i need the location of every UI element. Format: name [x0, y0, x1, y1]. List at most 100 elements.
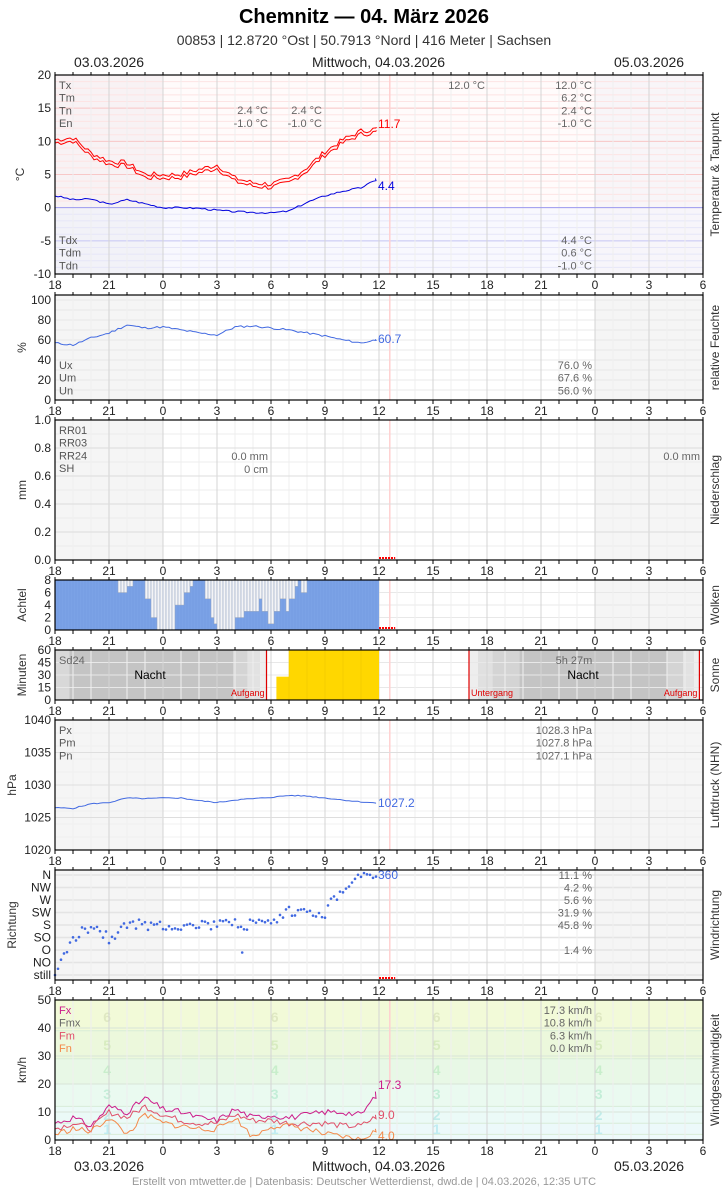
humidity-line	[54, 324, 377, 347]
date-right: 05.03.2026	[614, 54, 685, 70]
y-tick-label: -5	[40, 234, 51, 248]
x-tick-label: 18	[48, 704, 62, 718]
beaufort-label: 6	[103, 1009, 111, 1025]
x-tick-label: 6	[268, 984, 275, 998]
legend-label: RR24	[59, 450, 87, 462]
stat-value: 10.8 km/h	[544, 1018, 592, 1030]
x-tick-label: 3	[646, 278, 653, 292]
y-tick-label: 0.8	[34, 441, 51, 455]
date-bar-top: 03.03.2026 Mittwoch, 04.03.2026 05.03.20…	[0, 54, 728, 72]
y-tick-label: 10	[38, 134, 52, 148]
x-tick-label: 3	[646, 564, 653, 578]
x-tick-label: 21	[102, 854, 116, 868]
last-temp-label: 11.7	[378, 117, 401, 131]
x-tick-label: 15	[426, 1144, 440, 1158]
x-tick-label: 15	[426, 278, 440, 292]
x-tick-label: 0	[592, 634, 599, 648]
y-tick-label: 0.0	[34, 553, 51, 567]
x-tick-label: 6	[700, 634, 707, 648]
stat-value: 0.6 °C	[561, 248, 592, 260]
panel-side-label: Luftdruck (NHN)	[708, 742, 722, 829]
y-tick-label: still	[34, 968, 51, 982]
legend-label: Fm	[59, 1030, 75, 1042]
x-tick-label: 9	[322, 564, 329, 578]
x-tick-label: 0	[160, 564, 167, 578]
stat-value: -1.0 °C	[558, 260, 592, 272]
x-tick-label: 6	[268, 278, 275, 292]
y-tick-label: 1020	[24, 843, 51, 857]
x-tick-label: 15	[426, 404, 440, 418]
y-axis-unit: Minuten	[15, 654, 29, 697]
y-axis-unit: Richtung	[5, 901, 19, 948]
day2-tn: 2.4 °C	[291, 105, 322, 117]
x-tick-label: 18	[480, 404, 494, 418]
stat-value: 1028.3 hPa	[536, 725, 593, 737]
legend-label: RR01	[59, 425, 87, 437]
rr24-day: 0.0 mm	[231, 451, 268, 463]
footer-credits: Erstellt von mtwetter.de | Datenbasis: D…	[131, 1176, 597, 1188]
date-center: Mittwoch, 04.03.2026	[312, 54, 446, 70]
y-tick-label: W	[40, 893, 52, 907]
y-tick-label: 0.2	[34, 525, 51, 539]
x-tick-label: 6	[268, 564, 275, 578]
legend-label: Fx	[59, 1005, 72, 1017]
panel-side-label: Temperatur & Taupunkt	[708, 112, 722, 237]
direction-percent: 5.6 %	[564, 895, 592, 907]
legend-label: Um	[59, 373, 76, 385]
x-tick-label: 18	[480, 704, 494, 718]
x-tick-label: 0	[592, 278, 599, 292]
x-tick-label: 9	[322, 278, 329, 292]
night-label: Nacht	[567, 668, 599, 682]
x-tick-label: 12	[372, 634, 386, 648]
y-tick-label: 8	[44, 573, 51, 587]
y-tick-label: NW	[31, 881, 52, 895]
legend-label: Px	[59, 725, 72, 737]
x-tick-label: 18	[480, 564, 494, 578]
beaufort-label: 6	[595, 1009, 603, 1025]
x-tick-label: 18	[480, 854, 494, 868]
x-tick-label: 18	[48, 278, 62, 292]
sunshine-bar	[276, 676, 289, 700]
sunrise-label: Aufgang	[664, 688, 698, 698]
y-tick-label: 30	[38, 1049, 52, 1063]
legend-label: Pm	[59, 738, 76, 750]
stat-value: 12.0 °C	[555, 80, 592, 92]
x-tick-label: 9	[322, 1144, 329, 1158]
x-tick-label: 6	[268, 634, 275, 648]
x-tick-label: 12	[372, 278, 386, 292]
x-tick-label: 21	[102, 704, 116, 718]
legend-label: RR03	[59, 438, 87, 450]
date-left: 03.03.2026	[74, 54, 145, 70]
x-tick-label: 12	[372, 704, 386, 718]
legend-label: Tm	[59, 93, 75, 105]
y-tick-label: 4	[44, 598, 51, 612]
last-dew-label: 4.4	[378, 179, 395, 193]
y-tick-label: 5	[44, 168, 51, 182]
x-tick-label: 0	[160, 1144, 167, 1158]
beaufort-label: 5	[103, 1037, 111, 1053]
x-tick-label: 18	[48, 404, 62, 418]
y-tick-label: 6	[44, 586, 51, 600]
dewpoint-line	[54, 178, 377, 215]
beaufort-label: 2	[595, 1107, 603, 1123]
y-axis-unit: km/h	[15, 1057, 29, 1083]
x-tick-label: 21	[534, 278, 548, 292]
legend-label: Tdx	[59, 235, 78, 247]
legend-label: En	[59, 118, 72, 130]
temperature-line	[54, 127, 378, 187]
date-right-bottom: 05.03.2026	[614, 1158, 685, 1174]
x-tick-label: 6	[700, 564, 707, 578]
beaufort-label: 3	[271, 1086, 279, 1102]
wind-fm-line	[54, 1104, 377, 1133]
day2-en: -1.0 °C	[288, 118, 322, 130]
x-tick-label: 21	[534, 854, 548, 868]
rr24-right: 0.0 mm	[663, 451, 700, 463]
stat-value: 4.4 °C	[561, 235, 592, 247]
x-tick-label: 6	[700, 1144, 707, 1158]
page-title: Chemnitz — 04. März 2026	[238, 6, 490, 28]
x-tick-label: 18	[48, 854, 62, 868]
x-tick-label: 6	[700, 278, 707, 292]
beaufort-label: 4	[271, 1062, 279, 1078]
